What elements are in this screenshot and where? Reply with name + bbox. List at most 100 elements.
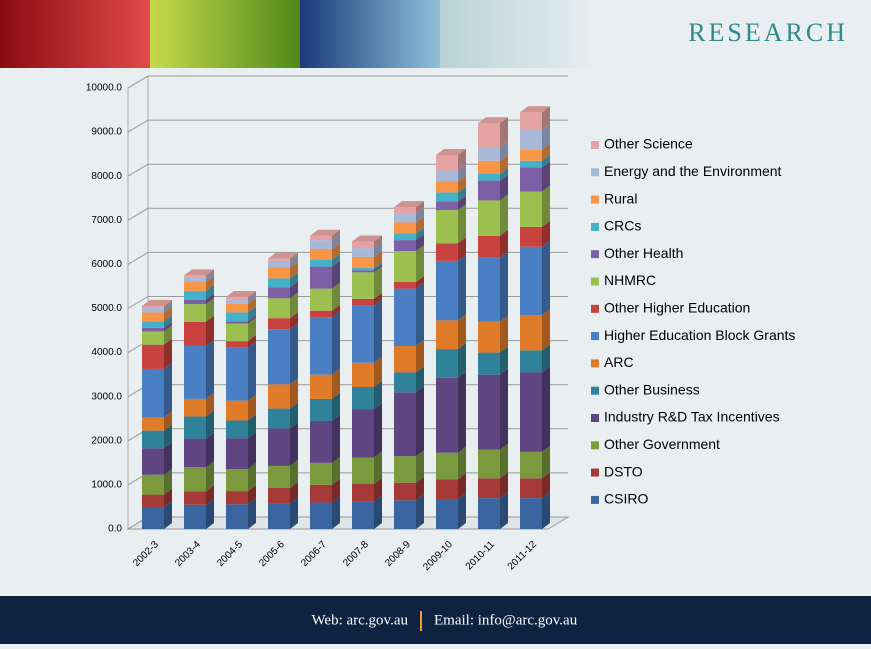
bar: [310, 485, 332, 503]
bar: [394, 251, 416, 282]
bar: [436, 453, 458, 479]
header-image: [300, 0, 440, 68]
bar: [478, 498, 500, 529]
bar-side: [500, 444, 508, 479]
bar: [184, 505, 206, 529]
bar: [310, 249, 332, 260]
bar: [394, 456, 416, 482]
bar: [478, 181, 500, 201]
legend-swatch: [591, 359, 599, 367]
y-tick-label: 1000.0: [91, 480, 122, 491]
bar: [520, 498, 542, 529]
bar: [268, 503, 290, 529]
header-image: [440, 0, 600, 68]
bar: [352, 409, 374, 458]
bar-side: [458, 204, 466, 243]
bar: [226, 504, 248, 529]
bar: [310, 240, 332, 249]
bar: [478, 236, 500, 258]
bar-side: [416, 283, 424, 346]
legend-label: Energy and the Environment: [604, 163, 782, 179]
bar: [184, 300, 206, 304]
bar: [184, 322, 206, 346]
legend-swatch: [591, 332, 599, 340]
bar-side: [458, 372, 466, 453]
bar: [394, 372, 416, 392]
bar: [226, 421, 248, 439]
bar-side: [542, 492, 550, 529]
bar-side: [416, 494, 424, 529]
legend-swatch: [591, 496, 599, 504]
bar: [310, 463, 332, 485]
legend-swatch: [591, 469, 599, 477]
bar: [184, 467, 206, 491]
bar: [436, 193, 458, 202]
bar-side: [374, 299, 382, 362]
bar: [226, 401, 248, 421]
bar: [478, 322, 500, 353]
header-image: [0, 0, 150, 68]
bar: [268, 298, 290, 318]
bar: [184, 278, 206, 282]
bar: [520, 150, 542, 161]
bar: [394, 234, 416, 241]
y-tick-label: 5000.0: [91, 303, 122, 314]
bar: [478, 161, 500, 174]
bar: [436, 201, 458, 210]
bar-side: [500, 316, 508, 353]
x-tick-label: 2010-11: [464, 539, 498, 573]
bar: [520, 130, 542, 150]
bar: [520, 478, 542, 498]
bar: [520, 161, 542, 168]
bar-side: [458, 343, 466, 378]
bar: [436, 499, 458, 529]
bar: [394, 207, 416, 214]
bar-side: [248, 342, 256, 401]
bar: [436, 210, 458, 243]
y-tick-label: 2000.0: [91, 435, 122, 446]
legend-label: Industry R&D Tax Incentives: [604, 409, 780, 425]
bar: [268, 267, 290, 278]
bar: [184, 282, 206, 291]
bar: [394, 282, 416, 289]
bar: [142, 308, 164, 312]
bar: [268, 287, 290, 298]
legend-label: Rural: [604, 190, 637, 206]
bar: [184, 304, 206, 322]
bar: [352, 270, 374, 272]
bar: [142, 369, 164, 418]
bar: [520, 247, 542, 315]
bar: [394, 483, 416, 501]
bar: [310, 317, 332, 374]
bar: [436, 261, 458, 321]
legend-swatch: [591, 305, 599, 313]
bar: [310, 289, 332, 311]
bar: [226, 321, 248, 323]
y-tick-label: 0.0: [108, 524, 122, 535]
legend-label: Other Health: [604, 245, 683, 261]
bar-side: [500, 492, 508, 529]
header-title: RESEARCH: [688, 18, 848, 47]
bar: [142, 321, 164, 328]
y-tick-label: 6000.0: [91, 259, 122, 270]
bar-side: [500, 369, 508, 450]
bar: [478, 478, 500, 498]
bar: [394, 500, 416, 529]
bar: [394, 223, 416, 234]
bar: [268, 261, 290, 268]
bar-side: [248, 432, 256, 469]
bar: [268, 318, 290, 329]
bar: [394, 289, 416, 346]
bar-side: [290, 422, 298, 465]
bar: [268, 259, 290, 261]
footer-email: Email: info@arc.gov.au: [434, 612, 578, 628]
bar: [226, 312, 248, 321]
bar: [478, 200, 500, 235]
y-tick-label: 9000.0: [91, 127, 122, 138]
legend-label: NHMRC: [604, 272, 656, 288]
bar: [184, 439, 206, 468]
bar: [520, 192, 542, 227]
bar: [478, 353, 500, 375]
bar: [394, 240, 416, 251]
bar: [520, 372, 542, 451]
